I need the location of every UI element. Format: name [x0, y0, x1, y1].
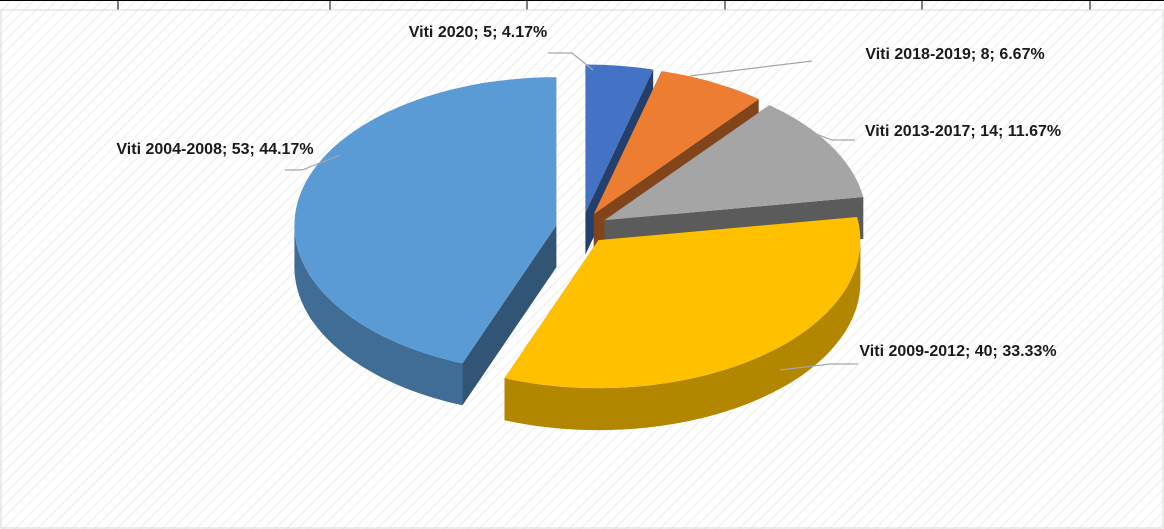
pie	[294, 64, 864, 431]
data-label: Viti 2018-2019; 8; 6.67%	[865, 46, 1045, 63]
slice	[504, 217, 861, 389]
slice	[593, 71, 759, 215]
chart-border	[0, 9, 1164, 529]
data-label: Viti 2020; 5; 4.17%	[408, 24, 548, 41]
leader-line	[779, 363, 858, 371]
leader-line	[789, 123, 855, 141]
data-label: Viti 2009-2012; 40; 33.33%	[859, 343, 1057, 360]
slice	[604, 105, 864, 221]
slice-wall	[504, 240, 861, 431]
slice	[585, 64, 654, 213]
leader-line	[689, 60, 813, 77]
data-label: Viti 2013-2017; 14; 11.67%	[864, 123, 1062, 140]
slice-side	[462, 225, 557, 406]
leader-line	[285, 154, 341, 171]
leader-lines	[285, 52, 858, 371]
leader-line	[548, 52, 594, 71]
slice-wall	[294, 225, 463, 406]
slice	[294, 77, 557, 364]
sheet-grid	[0, 0, 1164, 10]
data-label: Viti 2004-2008; 53; 44.17%	[116, 141, 314, 158]
